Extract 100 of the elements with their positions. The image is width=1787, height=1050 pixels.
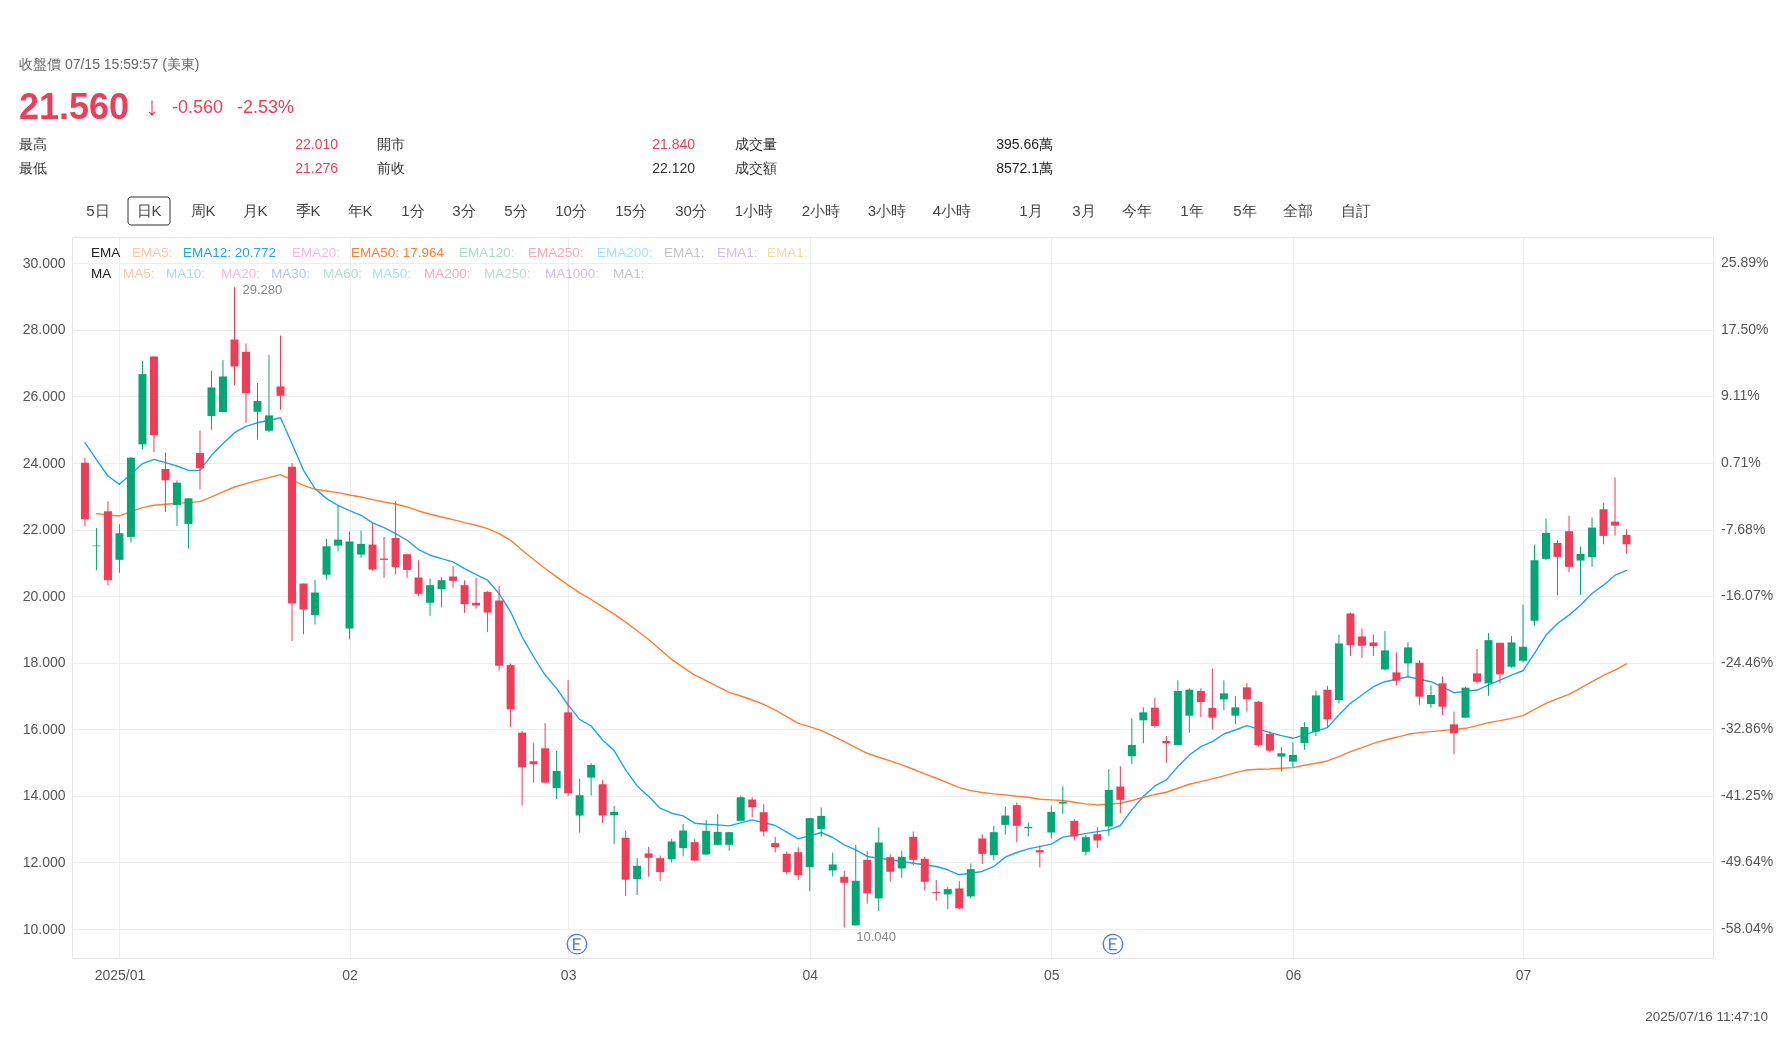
candlestick: [1576, 546, 1585, 596]
x-tick-label: 05: [1044, 966, 1060, 983]
candlestick: [1519, 603, 1528, 663]
text: 15分: [615, 202, 647, 219]
text: 今年: [1122, 202, 1152, 219]
text: 周K: [190, 202, 216, 219]
text: 2小時: [801, 202, 841, 219]
candlestick: [817, 807, 826, 838]
candlestick: [1070, 818, 1079, 841]
text: EMA50: 17.964: [351, 245, 445, 260]
candlestick: [920, 856, 929, 892]
annotation: 29.280: [242, 282, 283, 298]
candlestick: [437, 576, 446, 608]
candlestick: [253, 382, 262, 441]
candlestick: [1300, 721, 1309, 751]
candlestick: [1219, 679, 1228, 711]
text: -41.25%: [1721, 786, 1774, 803]
candlestick: [1150, 697, 1159, 729]
candlestick: [552, 750, 561, 800]
candlestick: [1093, 826, 1102, 849]
candlestick: [989, 825, 998, 861]
x-tick-label: 06: [1285, 966, 1302, 983]
candlestick: [1449, 711, 1458, 755]
candlestick: [1058, 785, 1067, 815]
candlestick: [828, 851, 837, 877]
annotation: EMA250:: [528, 245, 584, 260]
text: 22.010: [295, 136, 339, 152]
text: 1分: [401, 202, 425, 219]
annotation: MA: [91, 266, 112, 281]
annotation: 10.040: [856, 928, 896, 944]
candlestick: [311, 579, 320, 625]
candlestick: [840, 870, 849, 929]
text: -16.07%: [1721, 587, 1774, 604]
text: 月K: [242, 202, 268, 219]
candlestick: [690, 838, 699, 862]
x-tick-label: 02: [342, 966, 359, 983]
candlestick: [1081, 834, 1090, 856]
text: 4小時: [932, 202, 972, 219]
text: 21.840: [652, 136, 696, 152]
candlestick: [449, 565, 458, 589]
text: 最高: [19, 136, 47, 152]
candlestick: [1047, 805, 1056, 839]
text: 22.120: [652, 160, 696, 176]
text: 3月: [1072, 202, 1096, 219]
annotation: MA30:: [271, 266, 311, 281]
candlestick: [1277, 746, 1286, 773]
y-tick-label: 14.000: [22, 787, 66, 804]
text: 5年: [1233, 202, 1257, 219]
text: 全部: [1283, 202, 1313, 219]
text: 前收: [377, 160, 405, 176]
annotation: EMA120:: [459, 245, 515, 260]
candlestick: [1380, 630, 1389, 671]
annotation: EMA1:: [664, 245, 705, 260]
x-tick-label: 03: [560, 966, 577, 983]
candlestick: [161, 452, 170, 513]
candlestick: [932, 879, 941, 902]
candlestick: [759, 803, 768, 837]
text: 21.560: [19, 86, 130, 127]
annotation: EMA1:: [767, 245, 808, 260]
candlestick: [426, 578, 435, 617]
candlestick: [483, 590, 492, 633]
text: 最低: [19, 160, 47, 176]
candlestick: [1139, 706, 1148, 744]
candlestick: [1357, 627, 1366, 659]
y-tick-label: 12.000: [22, 853, 66, 870]
text: 1月: [1019, 202, 1043, 219]
candlestick: [943, 886, 952, 910]
text: -58.04%: [1721, 920, 1774, 937]
candlestick: [1472, 648, 1481, 684]
candlestick: [460, 579, 469, 614]
annotation: EMA20:: [292, 245, 341, 260]
candlestick: [265, 354, 274, 433]
text: -32.86%: [1721, 720, 1774, 737]
annotation: EMA200:: [597, 245, 653, 260]
candlestick: [782, 850, 791, 875]
candlestick: [794, 846, 803, 881]
candlestick: [195, 429, 204, 490]
candlestick: [1196, 687, 1205, 718]
text: -49.64%: [1721, 853, 1774, 870]
text: 30分: [675, 202, 707, 219]
annotation: MA200:: [424, 266, 471, 281]
candlestick: [575, 778, 584, 834]
annotation: Ⓔ: [566, 932, 588, 957]
text: 3分: [452, 202, 476, 219]
y-tick-label: 24.000: [22, 454, 66, 471]
candlestick: [1242, 682, 1251, 713]
chart-subtitle: 收盤價 07/15 15:59:57 (美東): [19, 56, 200, 72]
x-tick-label: 07: [1515, 966, 1532, 983]
text: 5日: [86, 202, 110, 219]
y-tick-label: 26.000: [22, 387, 66, 404]
text: 1小時: [734, 202, 774, 219]
candlestick: [1001, 806, 1010, 835]
candlestick: [633, 857, 642, 896]
candlestick: [667, 838, 676, 863]
candlestick: [736, 795, 745, 822]
candlestick: [656, 854, 665, 882]
y-tick-label: 10.000: [22, 920, 66, 937]
candlestick: [1553, 539, 1562, 596]
text: 成交額: [735, 160, 777, 176]
candlestick: [748, 796, 757, 818]
